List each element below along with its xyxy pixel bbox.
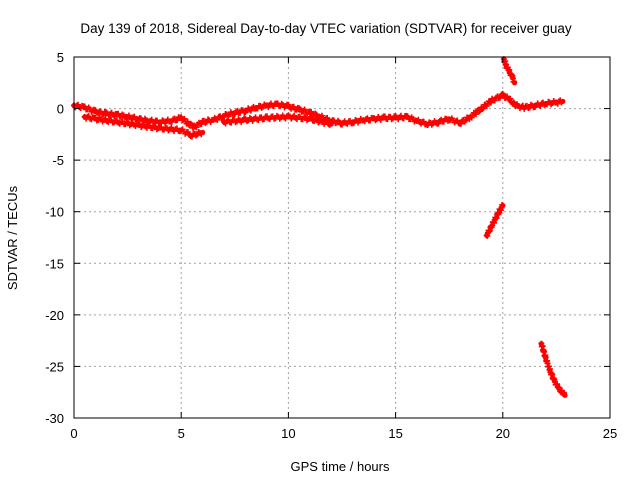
x-tick-label: 5 [178, 426, 185, 441]
y-tick-label: -10 [45, 205, 64, 220]
series-group [221, 112, 334, 128]
point-marker [458, 120, 465, 127]
x-tick-label: 15 [388, 426, 402, 441]
x-tick-label: 10 [281, 426, 295, 441]
data-point [562, 392, 568, 398]
x-tick-label: 25 [603, 426, 617, 441]
point-marker [480, 104, 487, 111]
point-marker [507, 95, 514, 102]
axis-tick-labels: 0 5 10 15 20 25 5 0 -5 -10 -15 -20 -25 -30 [45, 50, 617, 441]
series-group [538, 340, 568, 398]
y-axis-label: SDTVAR / TECUs [5, 185, 20, 290]
data-point [328, 121, 334, 127]
point-marker [187, 120, 194, 127]
y-tick-label: -20 [45, 308, 64, 323]
y-tick-label: -30 [45, 411, 64, 426]
point-marker [479, 105, 486, 112]
x-tick-label: 0 [70, 426, 77, 441]
y-tick-label: 0 [57, 102, 64, 117]
plot-frame [73, 56, 611, 419]
y-tick-label: -25 [45, 359, 64, 374]
series-group [81, 113, 206, 140]
point-marker [184, 118, 191, 125]
series-group [483, 201, 506, 239]
y-tick-label: -5 [52, 153, 64, 168]
axis-ticks [73, 56, 611, 419]
point-marker [556, 384, 563, 391]
x-tick-label: 20 [496, 426, 510, 441]
data-point [511, 80, 518, 86]
data-point [200, 129, 206, 135]
point-marker [473, 111, 479, 118]
data-points [71, 56, 568, 398]
y-tick-label: -15 [45, 256, 64, 271]
data-point [560, 98, 566, 104]
x-axis-label: GPS time / hours [291, 459, 390, 474]
data-point [500, 202, 506, 209]
series-group [71, 90, 566, 131]
y-tick-label: 5 [57, 50, 64, 65]
series-group [500, 56, 518, 86]
chart-title: Day 139 of 2018, Sidereal Day-to-day VTE… [80, 21, 571, 36]
